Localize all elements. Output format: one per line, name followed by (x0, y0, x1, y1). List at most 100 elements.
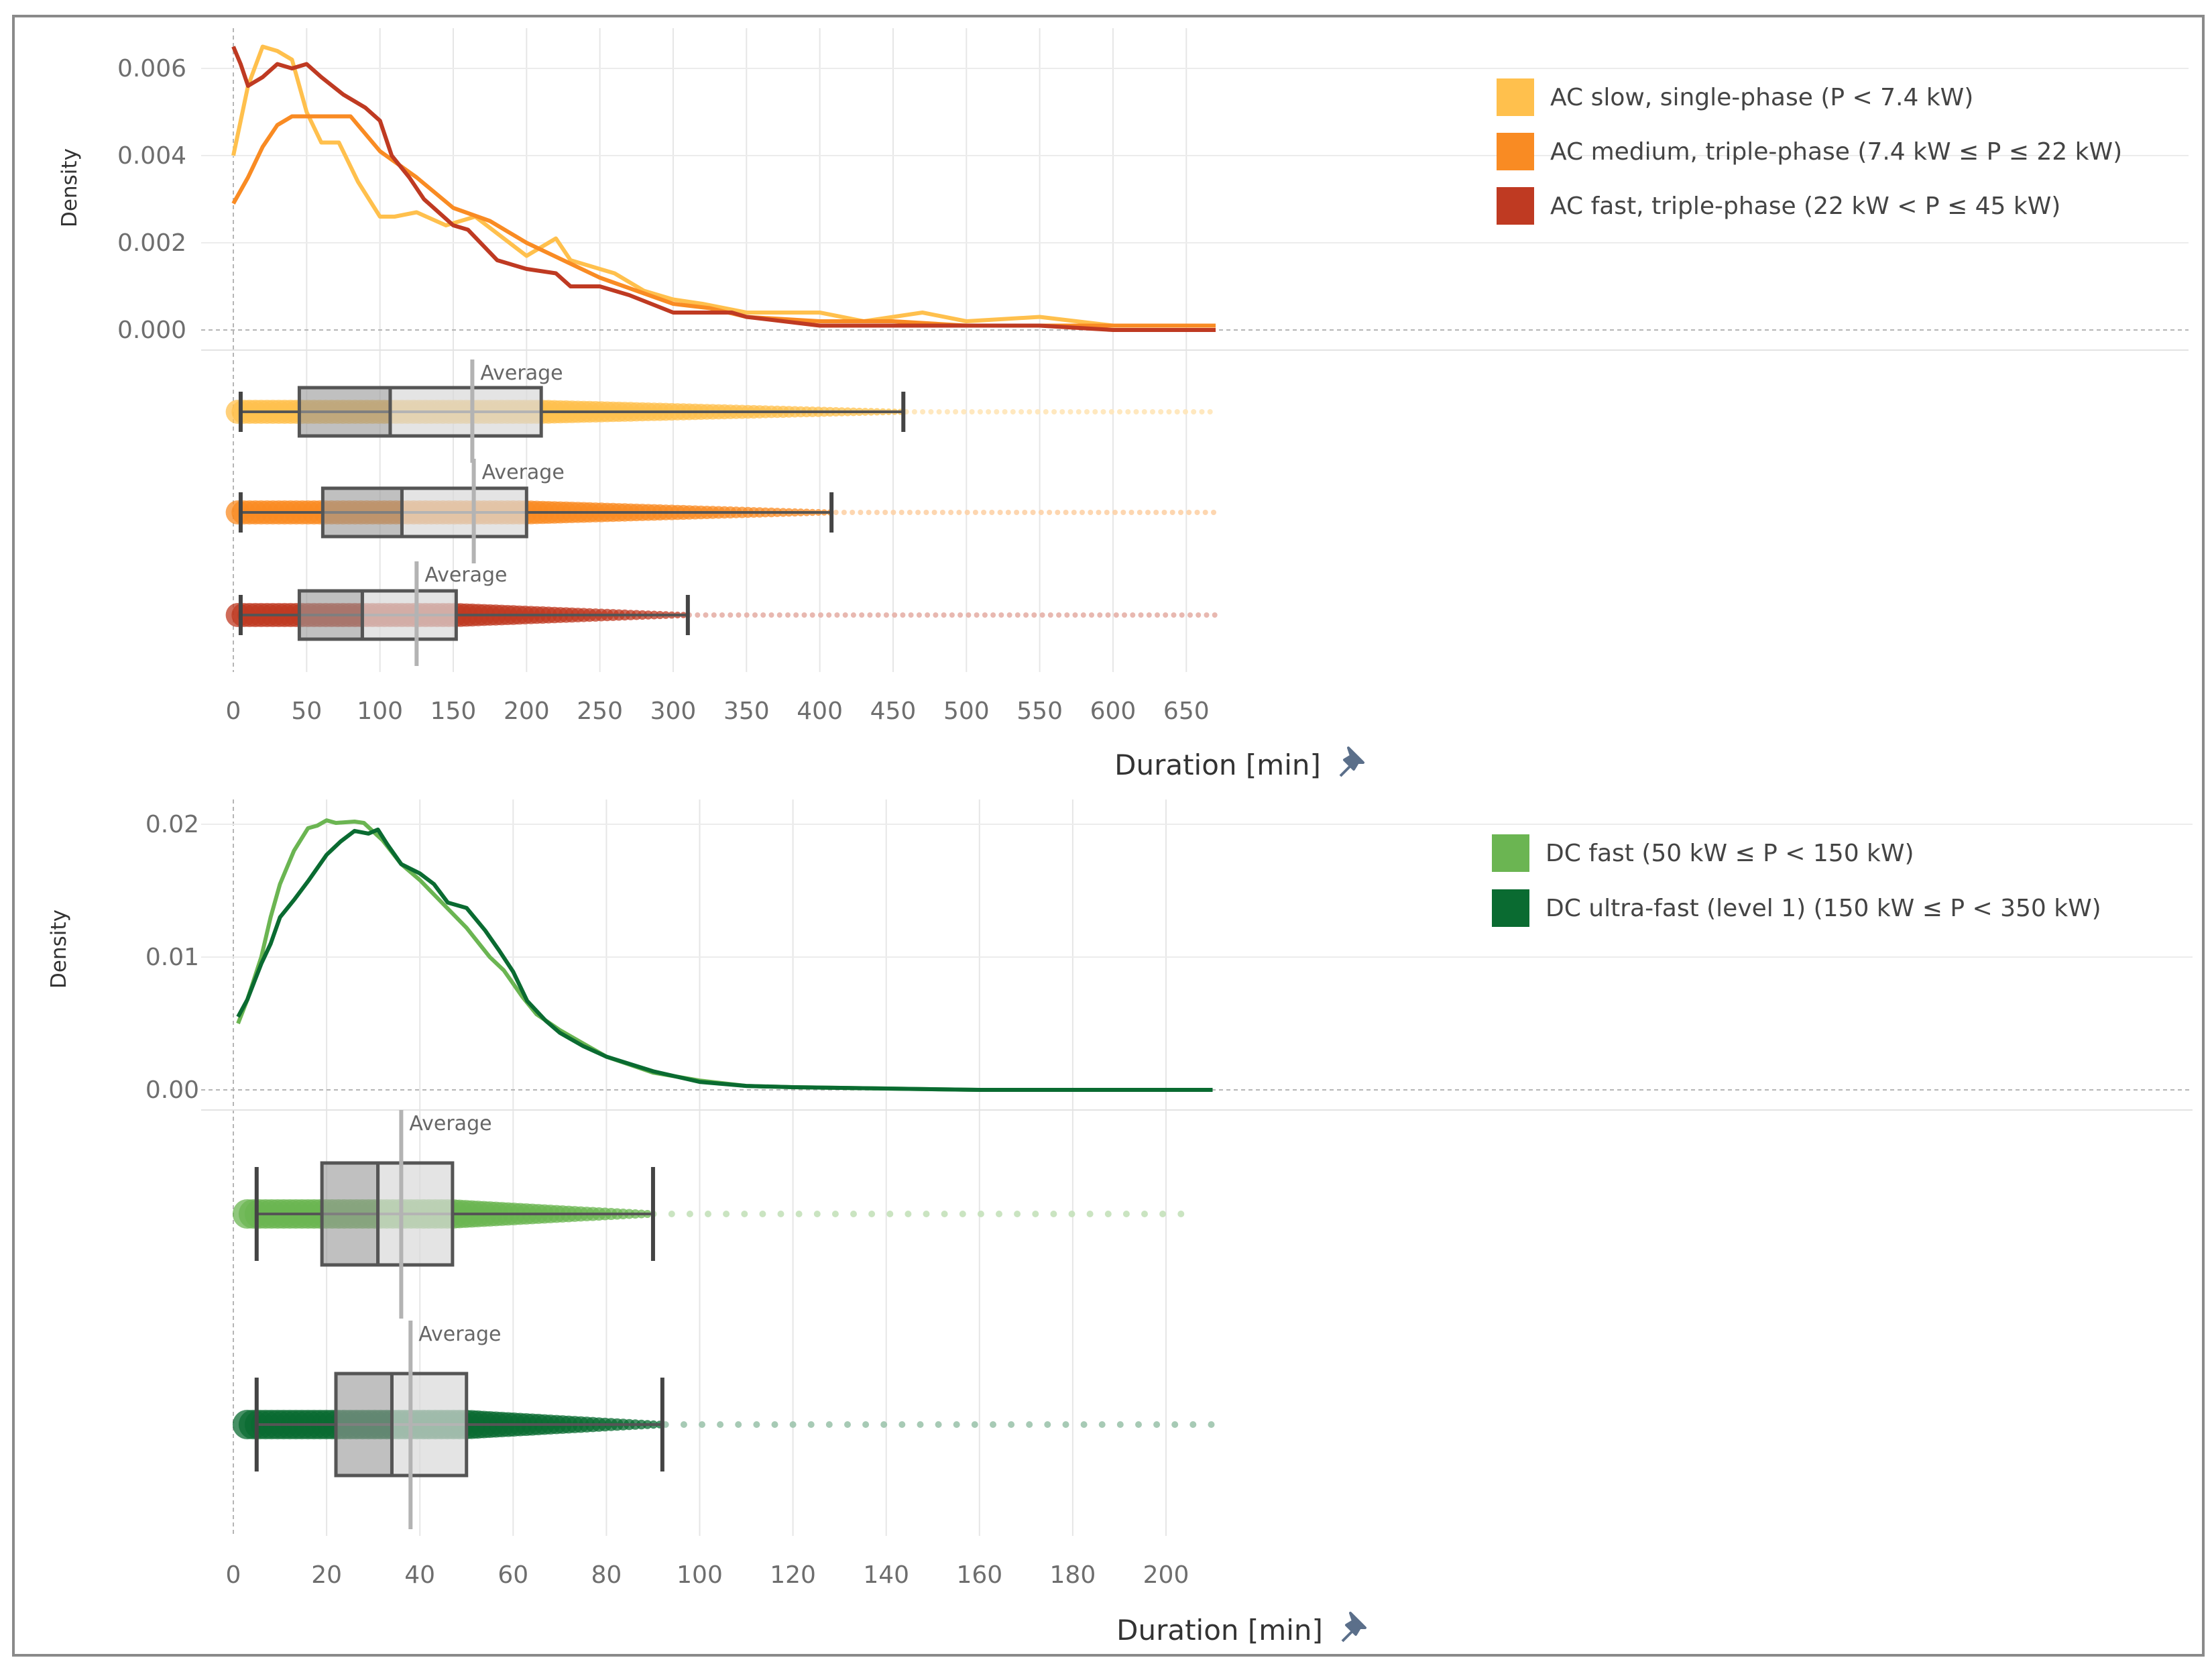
x-tick-label: 50 (291, 698, 322, 725)
data-dot (948, 510, 954, 515)
data-dot (777, 1211, 784, 1217)
data-dot (957, 612, 964, 618)
data-dot (939, 510, 945, 515)
data-dot (1105, 612, 1111, 618)
data-dot (1153, 1421, 1161, 1428)
data-dot (900, 612, 906, 618)
x-tick-label: 250 (577, 698, 623, 725)
data-dot (959, 1211, 966, 1217)
data-dot (1032, 1211, 1039, 1217)
data-dot (1153, 510, 1159, 515)
data-dot (886, 1211, 894, 1217)
x-tick-label: 650 (1163, 698, 1210, 725)
data-dot (776, 612, 782, 618)
data-dot (1006, 612, 1012, 618)
density-line-2 (231, 114, 1216, 328)
data-dot (1100, 409, 1106, 414)
data-dot (1163, 612, 1169, 618)
data-dot (1039, 612, 1045, 618)
legend-label: DC fast (50 kW ≤ P < 150 kW) (1546, 840, 1914, 867)
data-dot (1108, 409, 1114, 414)
legend-swatch (1497, 78, 1534, 116)
data-dot (982, 612, 988, 618)
data-dot (1171, 1421, 1179, 1428)
data-dot (1035, 409, 1041, 414)
data-dot (1113, 612, 1119, 618)
data-dot (971, 1421, 978, 1428)
y-axis-title: Density (58, 148, 82, 227)
data-dot (1062, 1421, 1069, 1428)
data-dot (1030, 510, 1036, 515)
data-dot (949, 612, 955, 618)
x-tick-label: 180 (1050, 1561, 1096, 1589)
data-dot (850, 510, 856, 515)
data-dot (705, 1211, 711, 1217)
data-dot (1208, 1421, 1215, 1428)
data-dot (1117, 409, 1122, 414)
density-line-3 (231, 46, 1216, 332)
data-dot (1027, 409, 1033, 414)
data-dot (964, 510, 970, 515)
data-dot (953, 409, 959, 414)
data-dot (1072, 612, 1078, 618)
data-dot (990, 612, 996, 618)
legend-label: AC medium, triple-phase (7.4 kW ≤ P ≤ 22… (1550, 138, 2122, 166)
data-dot (936, 409, 942, 414)
data-dot (1067, 409, 1073, 414)
x-tick-label: 600 (1090, 698, 1137, 725)
x-tick-label: 140 (863, 1561, 909, 1589)
box-upper-quartile (376, 1161, 455, 1267)
data-dot (741, 1211, 748, 1217)
average-label: Average (482, 461, 565, 484)
data-dot (933, 612, 939, 618)
data-dot (825, 1421, 833, 1428)
data-dot (880, 1421, 888, 1428)
y-tick-label: 0.01 (145, 944, 199, 971)
density-line-1 (231, 44, 1216, 328)
data-dot (717, 1421, 724, 1428)
data-dot (1155, 612, 1160, 618)
x-tick-label: 350 (723, 698, 770, 725)
data-dot (898, 1421, 906, 1428)
legend-swatch (1497, 187, 1534, 225)
data-dot (1161, 510, 1167, 515)
data-dot (1116, 1421, 1124, 1428)
x-tick-label: 200 (1143, 1561, 1189, 1589)
data-dot (1014, 1211, 1021, 1217)
legend-swatch (1492, 834, 1529, 872)
x-tick-label: 500 (943, 698, 990, 725)
data-dot (953, 1421, 960, 1428)
data-dot (831, 1211, 839, 1217)
x-tick-label: 40 (404, 1561, 435, 1589)
data-dot (818, 612, 823, 618)
data-dot (1043, 409, 1049, 414)
data-dot (905, 1211, 912, 1217)
x-tick-label: 200 (504, 698, 550, 725)
data-dot (875, 612, 881, 618)
data-dot (941, 1211, 948, 1217)
data-dot (882, 510, 888, 515)
data-dot (883, 612, 889, 618)
y-tick-label: 0.00 (145, 1076, 199, 1104)
data-dot (1204, 612, 1210, 618)
data-dot (1086, 1211, 1094, 1217)
legend-label: AC slow, single-phase (P < 7.4 kW) (1550, 84, 1973, 111)
data-dot (850, 612, 856, 618)
data-dot (1026, 1421, 1033, 1428)
data-dot (834, 612, 840, 618)
x-tick-label: 300 (650, 698, 697, 725)
data-dot (935, 1421, 942, 1428)
data-dot (1189, 1421, 1197, 1428)
box-lower-quartile (320, 1161, 380, 1267)
data-dot (931, 510, 937, 515)
data-dot (719, 612, 725, 618)
data-dot (1080, 510, 1085, 515)
data-dot (1122, 612, 1127, 618)
data-dot (907, 510, 913, 515)
data-dot (1018, 409, 1025, 414)
data-dot (1178, 510, 1183, 515)
data-dot (727, 612, 734, 618)
data-dot (977, 409, 983, 414)
data-dot (844, 1421, 851, 1428)
x-tick-label: 0 (226, 1561, 241, 1589)
